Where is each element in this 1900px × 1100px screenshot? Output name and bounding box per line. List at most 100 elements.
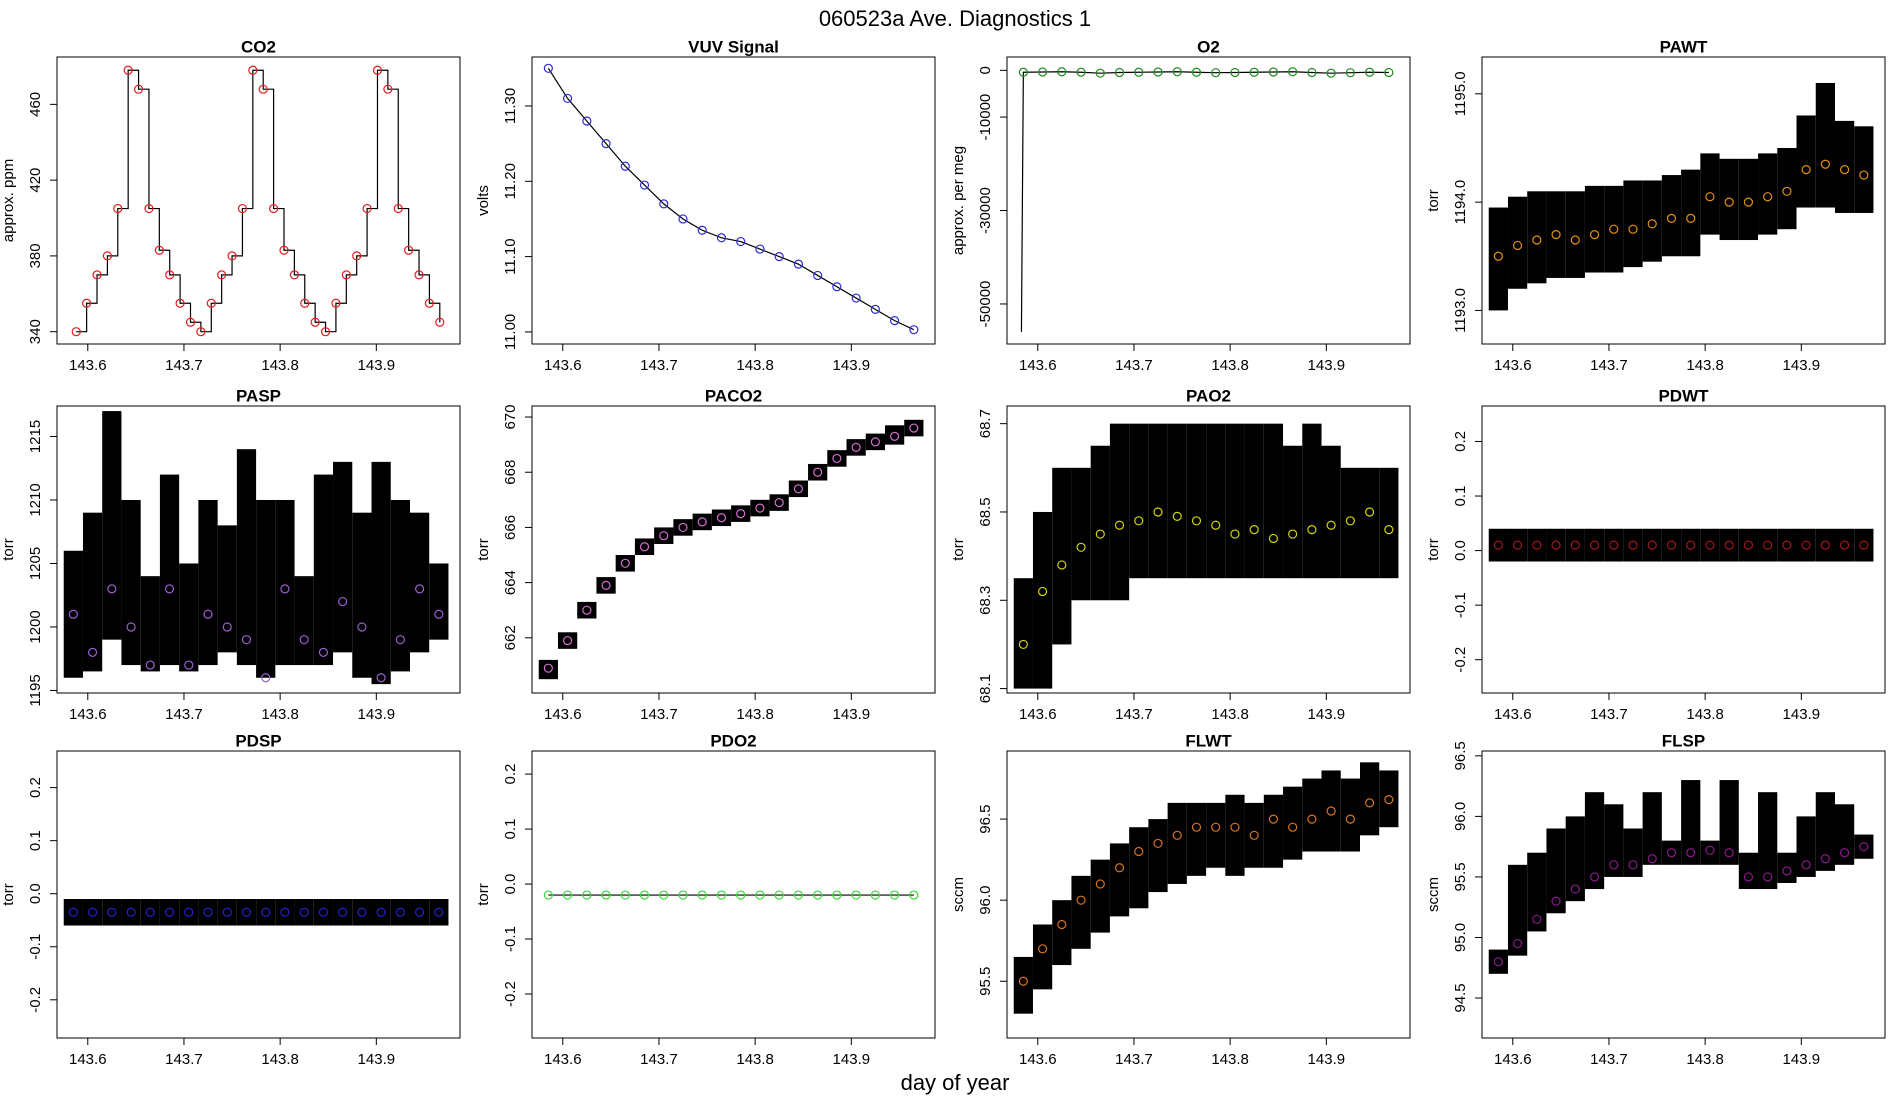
- frame: [531, 405, 936, 694]
- data-point: [678, 890, 688, 900]
- data-point: [1570, 884, 1580, 894]
- noise-band: [1129, 827, 1149, 909]
- data-point: [123, 65, 133, 75]
- y-axis-label: sccm: [1425, 877, 1442, 912]
- data-point: [736, 236, 746, 247]
- noise-band: [1854, 528, 1874, 562]
- data-point: [133, 84, 144, 94]
- data-point: [543, 890, 553, 900]
- data-point: [68, 609, 78, 619]
- y-tick-label: 380: [27, 243, 44, 268]
- noise-band: [1661, 175, 1682, 257]
- panel-title: PDO2: [710, 731, 756, 750]
- data-point: [1589, 872, 1600, 882]
- data-point: [1686, 848, 1696, 858]
- noise-band: [1738, 528, 1759, 562]
- data-point: [1705, 845, 1715, 855]
- noise-band: [1379, 467, 1399, 579]
- data-point: [1018, 976, 1028, 986]
- y-tick-label: 0.0: [1452, 540, 1469, 561]
- noise-band: [1090, 859, 1110, 933]
- data-point: [1551, 540, 1561, 550]
- y-axis-label: approx. ppm: [0, 159, 17, 242]
- panel-title: PDWT: [1658, 386, 1709, 405]
- noise-band: [1758, 792, 1778, 890]
- data-point: [184, 907, 194, 917]
- noise-band: [1527, 852, 1547, 932]
- panel-title: FLWT: [1185, 731, 1232, 750]
- data-point: [793, 484, 804, 494]
- noise-band: [1052, 900, 1072, 966]
- x-tick-label: 143.7: [640, 706, 678, 723]
- data-point: [1840, 540, 1850, 550]
- panel: PDWT torr -0.2 -0.1 0.0 0.1 0.2 143.6 143.7 143.8…: [1425, 386, 1886, 723]
- data-point: [1114, 520, 1125, 530]
- data-point: [154, 245, 164, 255]
- data-point: [1666, 540, 1677, 550]
- x-tick-label: 143.6: [69, 1051, 107, 1068]
- y-axis-label: volts: [475, 185, 492, 216]
- y-tick-label: 95.0: [1452, 923, 1469, 952]
- data-point: [145, 907, 155, 917]
- noise-band: [121, 499, 141, 666]
- noise-band: [1109, 843, 1130, 917]
- noise-band: [275, 499, 295, 666]
- noise-band: [217, 899, 237, 926]
- data-point: [1076, 895, 1086, 905]
- noise-band: [1359, 467, 1380, 579]
- data-point: [269, 203, 279, 214]
- noise-band: [1507, 196, 1528, 289]
- data-point: [1114, 67, 1125, 78]
- data-point: [697, 517, 707, 527]
- data-point: [1153, 507, 1163, 517]
- panel-title: PACO2: [705, 386, 762, 405]
- data-point: [1763, 192, 1773, 202]
- noise-band: [1719, 158, 1739, 241]
- noise-band: [1013, 578, 1033, 689]
- data-point: [1249, 67, 1259, 77]
- data-point: [107, 584, 117, 594]
- panel-title: FLSP: [1662, 731, 1705, 750]
- noise-band: [1167, 423, 1187, 579]
- frame: [1006, 56, 1411, 345]
- x-tick-label: 143.7: [1115, 706, 1153, 723]
- data-point: [1384, 67, 1394, 78]
- noise-band: [1186, 802, 1207, 876]
- data-point: [1551, 230, 1561, 240]
- noise-band: [1565, 528, 1585, 562]
- noise-band: [352, 512, 372, 678]
- data-point: [562, 635, 573, 646]
- y-tick-label: 68.5: [977, 497, 994, 526]
- data-point: [659, 531, 669, 541]
- plot-area: [543, 63, 919, 335]
- y-tick-label: 664: [502, 570, 519, 595]
- noise-band: [1777, 147, 1797, 230]
- data-point: [870, 437, 880, 447]
- frame: [1481, 750, 1886, 1039]
- noise-band: [1854, 834, 1874, 859]
- data-point: [357, 622, 367, 632]
- data-point: [659, 199, 669, 209]
- noise-band: [904, 419, 924, 437]
- x-tick-label: 143.6: [69, 706, 107, 723]
- noise-band: [313, 474, 334, 666]
- noise-band: [827, 450, 847, 467]
- x-tick-label: 143.7: [640, 1051, 678, 1068]
- frame: [531, 750, 936, 1039]
- data-point: [203, 609, 213, 619]
- x-tick-label: 143.8: [1686, 706, 1724, 723]
- y-tick-label: -0.1: [27, 934, 44, 960]
- x-tick-label: 143.7: [1590, 1051, 1628, 1068]
- data-point: [774, 497, 784, 508]
- noise-band: [1225, 423, 1245, 579]
- noise-band: [159, 474, 180, 666]
- y-tick-label: 96.5: [1452, 741, 1469, 770]
- data-point: [1153, 67, 1163, 77]
- y-tick-label: -10000: [977, 94, 994, 141]
- data-point: [415, 584, 425, 594]
- noise-band: [198, 899, 218, 926]
- trace-line: [547, 67, 915, 331]
- panel: PACO2 torr 662 664 666 668 670 143.6 143.7 143.8 1…: [475, 386, 936, 723]
- panel: FLWT sccm 95.5 96.0 96.5 143.6 143.7 143.8 143.9: [950, 731, 1411, 1068]
- noise-band: [1090, 445, 1110, 601]
